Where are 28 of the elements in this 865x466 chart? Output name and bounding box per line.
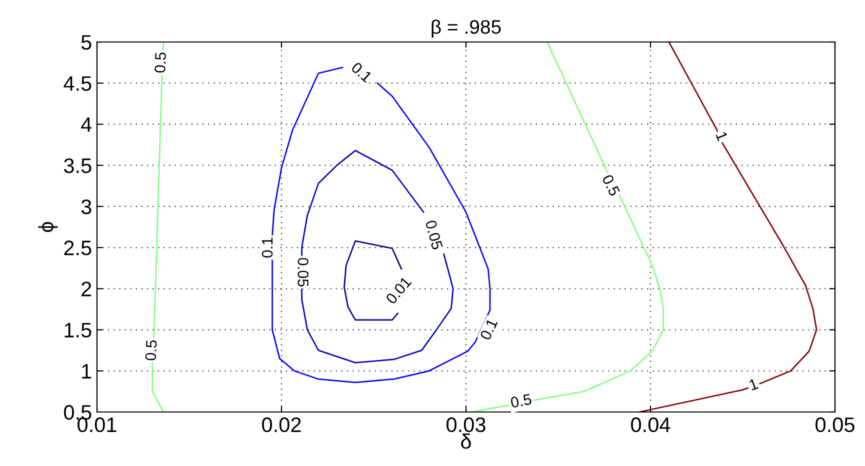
- annotation: 1: [748, 378, 758, 390]
- y-axis-title: ϕ: [38, 222, 58, 232]
- y-tick-label: 5: [81, 35, 92, 50]
- y-tick-label: 4: [81, 117, 92, 132]
- chart-title: β = .985: [432, 20, 501, 38]
- annotation: 0.1: [480, 318, 498, 341]
- x-tick-label: 0.05: [816, 417, 854, 432]
- x-tick-label: 0.04: [631, 417, 670, 432]
- annotation: 0.05: [425, 220, 443, 250]
- annotation: 1: [716, 131, 728, 142]
- x-axis-title: δ: [461, 434, 471, 449]
- annotation: 0.5: [145, 340, 157, 361]
- x-tick-label: 0.02: [262, 417, 301, 432]
- y-tick-label: 3.5: [64, 158, 92, 174]
- y-tick-label: 2.5: [64, 240, 92, 256]
- x-tick-label: 0.03: [446, 417, 486, 432]
- y-tick-label: 2: [82, 282, 92, 296]
- y-tick-label: 3: [81, 199, 92, 214]
- annotation: 0.5: [510, 394, 532, 408]
- y-tick-label: 4.5: [64, 76, 92, 91]
- annotation: 0.5: [602, 174, 620, 197]
- annotation: 0.05: [298, 258, 309, 286]
- annotation: 0.01: [385, 276, 412, 305]
- annotation: 0.1: [262, 238, 273, 258]
- y-tick-label: 1: [82, 364, 92, 378]
- y-tick-label: 1.5: [64, 322, 92, 338]
- annotation: 0.1: [350, 62, 373, 83]
- annotation: 0.5: [154, 52, 166, 73]
